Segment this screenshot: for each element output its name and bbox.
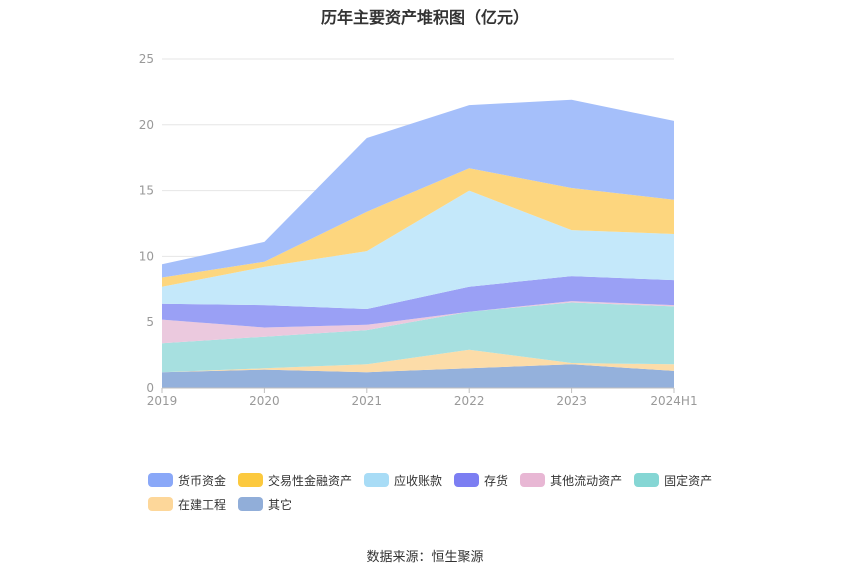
x-tick-label: 2022	[454, 394, 485, 408]
legend-item[interactable]: 货币资金	[148, 472, 226, 488]
legend-item[interactable]: 应收账款	[364, 472, 442, 488]
chart-title: 历年主要资产堆积图（亿元）	[320, 8, 529, 27]
area-货币资金	[162, 99, 674, 278]
legend-swatch	[238, 473, 264, 487]
legend-label: 货币资金	[178, 473, 227, 488]
legend-item[interactable]: 其它	[238, 496, 292, 512]
legend-item[interactable]: 存货	[454, 472, 508, 488]
y-tick-label: 0	[146, 381, 154, 395]
y-tick-label: 15	[139, 184, 154, 198]
legend-swatch	[520, 473, 546, 487]
legend-swatch	[364, 473, 390, 487]
x-tick-label: 2020	[249, 394, 280, 408]
legend-swatch	[148, 497, 173, 511]
legend-label: 其它	[268, 497, 293, 512]
area-交易性金融资产	[162, 168, 674, 287]
legend-label: 在建工程	[178, 497, 227, 512]
x-tick-label: 2019	[147, 394, 178, 408]
x-tick-label: 2021	[352, 394, 383, 408]
legend: 货币资金 交易性金融资产 应收账款 存货 其他流动资产 固定资产在建工程 其它	[148, 472, 728, 520]
legend-label: 应收账款	[394, 473, 443, 488]
legend-swatch	[148, 473, 173, 487]
legend-items: 货币资金 交易性金融资产 应收账款 存货 其他流动资产 固定资产在建工程 其它	[148, 472, 728, 520]
area-存货	[162, 276, 674, 328]
area-固定资产	[162, 302, 674, 373]
legend-item[interactable]: 交易性金融资产	[238, 472, 352, 488]
legend-label: 其他流动资产	[550, 473, 623, 488]
legend-label: 存货	[484, 473, 509, 488]
y-tick-label: 5	[146, 315, 154, 329]
legend-swatch	[454, 473, 480, 487]
x-tick-label: 2023	[556, 394, 587, 408]
legend-swatch	[238, 497, 264, 511]
area-其它	[162, 364, 674, 388]
legend-label: 交易性金融资产	[268, 473, 353, 488]
area-其他流动资产	[162, 301, 674, 344]
x-tick-label: 2024H1	[650, 394, 697, 408]
stacked-areas	[162, 99, 674, 388]
legend-label: 固定资产	[664, 473, 713, 488]
axes: 0 5 10 15 20 25 2019 2020 2021 2022 2023 2024H1	[139, 52, 698, 408]
legend-item[interactable]: 在建工程	[148, 496, 226, 512]
legend-item[interactable]: 其他流动资产	[520, 472, 622, 488]
y-tick-label: 25	[139, 52, 154, 66]
y-tick-label: 20	[139, 118, 154, 132]
area-应收账款	[162, 190, 674, 309]
y-tick-label: 10	[139, 249, 154, 263]
legend-item[interactable]: 固定资产	[634, 472, 712, 488]
legend-swatch	[634, 473, 660, 487]
area-在建工程	[162, 349, 674, 373]
source-note: 数据来源：恒生聚源	[366, 550, 484, 565]
